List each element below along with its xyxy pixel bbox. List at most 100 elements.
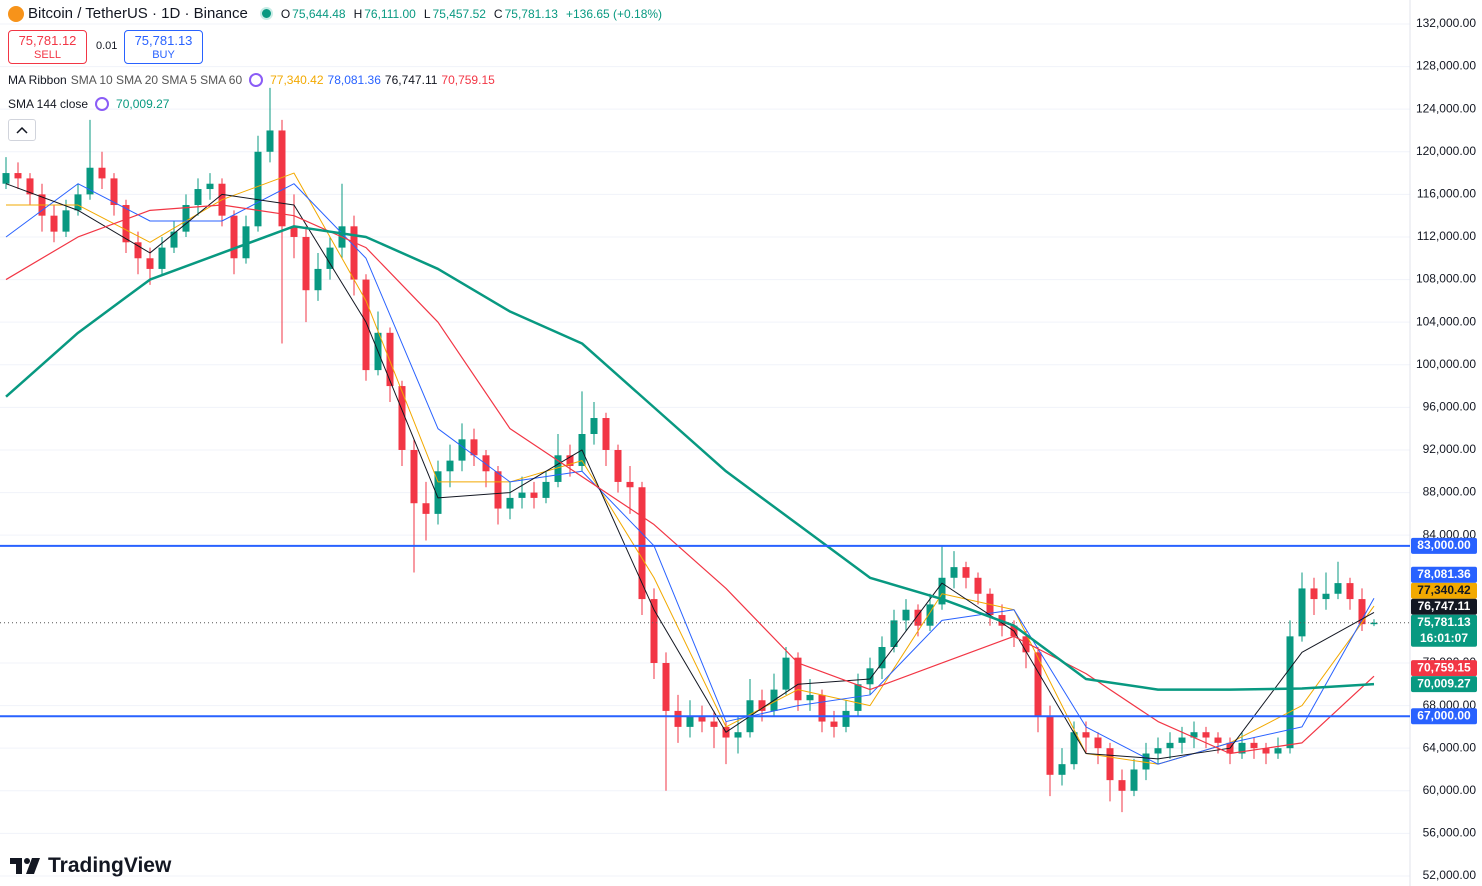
- y-tick-label: 56,000.00: [1423, 826, 1477, 840]
- candle-body: [422, 503, 430, 514]
- ohlc-prefix: L: [423, 6, 431, 21]
- candle-body: [530, 492, 538, 498]
- candle-body: [74, 194, 82, 211]
- y-tick-label: 52,000.00: [1423, 868, 1477, 882]
- candle-body: [278, 130, 286, 227]
- ohlc-value: 75,644.48: [292, 6, 346, 21]
- sma-legend[interactable]: SMA 144 close 70,009.27: [8, 97, 169, 111]
- candle-body: [506, 497, 514, 509]
- price-tag-bg: [1411, 614, 1477, 647]
- candle-body: [446, 460, 454, 472]
- price-tag-label: 70,009.27: [1417, 676, 1471, 690]
- sell-button[interactable]: 75,781.12 SELL: [8, 30, 87, 64]
- candle-body: [86, 167, 94, 195]
- ma-line: [5, 183, 1375, 765]
- collapse-button[interactable]: [8, 119, 36, 141]
- candle-body: [518, 492, 526, 498]
- price-tag-bg: [1411, 566, 1477, 583]
- candle-body: [926, 604, 934, 626]
- candle-body: [590, 418, 598, 435]
- ma-value: 70,009.27: [116, 97, 170, 111]
- candle-body: [1214, 737, 1222, 743]
- candle-body: [1082, 732, 1090, 738]
- candle-body: [818, 694, 826, 722]
- buy-button[interactable]: 75,781.13 BUY: [124, 30, 203, 64]
- candle-body: [974, 577, 982, 594]
- ma-value: 70,759.15: [441, 73, 495, 87]
- ohlc-value: 75,457.52: [432, 6, 486, 21]
- ma-line: [5, 183, 1375, 760]
- candle-body: [1262, 748, 1270, 754]
- candle-body: [290, 226, 298, 237]
- candle-body: [1046, 716, 1054, 775]
- candle-body: [62, 210, 70, 232]
- price-tag-bg: [1411, 598, 1477, 615]
- candle-body: [350, 226, 358, 280]
- candle-body: [782, 657, 790, 690]
- candle-body: [1274, 748, 1282, 754]
- candle-body: [434, 471, 442, 514]
- candle-body: [254, 151, 262, 227]
- buy-price: 75,781.13: [134, 33, 193, 48]
- symbol[interactable]: Bitcoin / TetherUS · 1D · Binance: [28, 5, 248, 22]
- candle-body: [830, 721, 838, 727]
- candle-body: [1094, 737, 1102, 749]
- price-tag: 70,009.27: [1411, 676, 1477, 693]
- symbol-header: Bitcoin / TetherUS · 1D · Binance O 75,64…: [8, 5, 662, 22]
- candle-body: [1142, 753, 1150, 770]
- y-tick-label: 92,000.00: [1423, 442, 1477, 456]
- price-tag-label: 75,781.13: [1417, 615, 1471, 629]
- ma-value: 77,340.42: [270, 73, 324, 87]
- candle-body: [938, 577, 946, 605]
- candle-body: [470, 439, 478, 456]
- y-tick-label: 88,000.00: [1423, 485, 1477, 499]
- price-tag: 70,759.15: [1411, 660, 1477, 677]
- candle-body: [266, 130, 274, 152]
- price-tag: 77,340.42: [1411, 582, 1477, 599]
- candle-body: [2, 173, 10, 184]
- candle-body: [1334, 583, 1342, 594]
- candle-body: [314, 268, 322, 291]
- candle-body: [866, 668, 874, 685]
- ohlc-value: 75,781.13: [504, 6, 558, 21]
- candle-body: [890, 620, 898, 648]
- ohlc-prefix: H: [353, 6, 363, 21]
- y-tick-label: 104,000.00: [1416, 314, 1476, 328]
- y-tick-label: 116,000.00: [1417, 187, 1476, 201]
- candle-body: [110, 178, 118, 206]
- refresh-icon[interactable]: [249, 73, 264, 87]
- price-tag-bg: [1411, 582, 1477, 599]
- candle-body: [614, 449, 622, 482]
- ma-value: 76,747.11: [384, 73, 438, 87]
- ohlc-prefix: O: [280, 6, 291, 21]
- candle-body: [326, 247, 334, 269]
- ma-line: [5, 225, 1375, 691]
- candle-body: [98, 167, 106, 179]
- ohlc-value: 76,111.00: [364, 6, 416, 21]
- candle-body: [1346, 583, 1354, 600]
- candle-body: [206, 183, 214, 190]
- y-tick-label: 124,000.00: [1416, 101, 1476, 115]
- price-tag-label: 77,340.42: [1417, 583, 1471, 597]
- candle-body: [698, 716, 706, 722]
- candle-body: [1310, 588, 1318, 600]
- candle-body: [1106, 748, 1114, 781]
- candle-body: [710, 721, 718, 727]
- candle-body: [914, 609, 922, 626]
- indicator-params: SMA 10 SMA 20 SMA 5 SMA 60: [70, 73, 243, 87]
- y-tick-label: 64,000.00: [1423, 740, 1477, 754]
- logo[interactable]: TradingView: [10, 854, 171, 878]
- refresh-icon[interactable]: [95, 97, 110, 111]
- candle-body: [1070, 732, 1078, 765]
- candle-body: [674, 710, 682, 727]
- candle-body: [182, 205, 190, 232]
- candle-body: [26, 178, 34, 195]
- buy-label: BUY: [152, 49, 175, 61]
- price-tag-label: 83,000.00: [1417, 538, 1471, 552]
- y-tick-label: 128,000.00: [1416, 59, 1476, 73]
- ohlc-prefix: C: [493, 6, 503, 21]
- ribbon-legend[interactable]: MA Ribbon SMA 10 SMA 20 SMA 5 SMA 60 77,…: [8, 73, 495, 87]
- candle-body: [962, 567, 970, 578]
- price-tag: 67,000.00: [1411, 708, 1477, 725]
- logo-text: TradingView: [48, 854, 172, 877]
